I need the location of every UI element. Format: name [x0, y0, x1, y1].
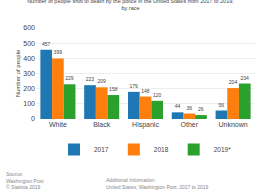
svg-text:600: 600: [23, 24, 35, 31]
svg-text:500: 500: [23, 40, 35, 47]
svg-text:179: 179: [130, 83, 139, 89]
svg-text:White: White: [49, 121, 67, 128]
svg-text:0: 0: [31, 115, 35, 122]
svg-text:44: 44: [175, 103, 181, 109]
svg-text:56: 56: [219, 102, 225, 108]
svg-text:2017: 2017: [94, 146, 109, 153]
svg-text:Other: Other: [181, 121, 199, 128]
svg-text:Number of people: Number of people: [15, 49, 21, 97]
svg-text:2019*: 2019*: [214, 146, 231, 153]
svg-text:457: 457: [42, 41, 51, 47]
svg-text:300: 300: [23, 70, 35, 77]
svg-text:Hispanic: Hispanic: [132, 121, 159, 129]
svg-text:158: 158: [109, 86, 118, 92]
svg-text:26: 26: [198, 106, 204, 112]
svg-text:200: 200: [23, 85, 35, 92]
svg-text:400: 400: [23, 55, 35, 62]
svg-text:Black: Black: [93, 121, 111, 128]
svg-text:Number of people shot to death: Number of people shot to death by the po…: [27, 0, 234, 11]
svg-text:148: 148: [141, 88, 150, 94]
svg-text:209: 209: [97, 78, 106, 84]
svg-text:36: 36: [186, 105, 192, 111]
svg-text:100: 100: [23, 100, 35, 107]
svg-text:2018: 2018: [154, 146, 169, 153]
svg-text:204: 204: [229, 79, 238, 85]
svg-text:234: 234: [240, 75, 249, 81]
svg-text:Source:Washington Post© Statis: Source:Washington Post© Statista 2019: [6, 171, 44, 190]
svg-text:399: 399: [54, 49, 63, 55]
svg-text:229: 229: [65, 75, 74, 81]
svg-text:120: 120: [153, 92, 162, 98]
svg-text:Additional Information:United: Additional Information:United States; Wa…: [106, 177, 209, 190]
svg-text:223: 223: [86, 76, 95, 82]
svg-text:Unknown: Unknown: [219, 121, 248, 128]
